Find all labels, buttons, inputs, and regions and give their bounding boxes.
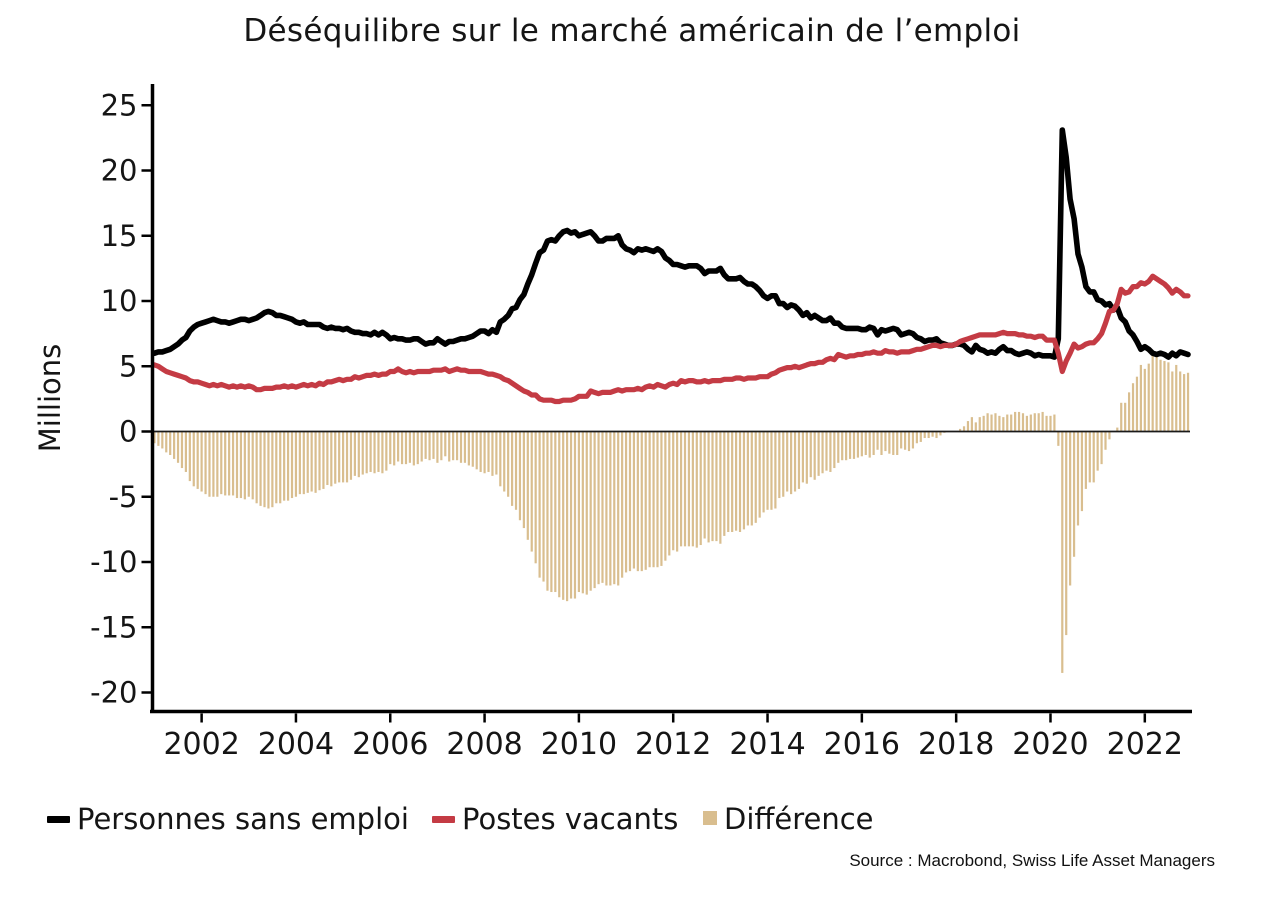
- y-axis-ticks: 25 20 15 10 5 0 -5 -10 -15 -20: [90, 88, 153, 710]
- chart-legend: Personnes sans emploi Postes vacants Dif…: [0, 802, 1264, 844]
- svg-text:2020: 2020: [1012, 727, 1088, 762]
- axes: [150, 84, 1192, 714]
- unemployed-persons-line: [151, 127, 1191, 360]
- svg-text:15: 15: [101, 219, 138, 253]
- svg-text:-20: -20: [90, 676, 137, 710]
- job-vacancies-line: [151, 273, 1191, 405]
- legend-item-personnes-sans-emploi: Personnes sans emploi: [47, 802, 409, 836]
- legend-label: Personnes sans emploi: [77, 802, 409, 836]
- svg-text:10: 10: [101, 284, 138, 318]
- svg-text:2006: 2006: [352, 727, 428, 762]
- legend-label: Différence: [724, 802, 874, 836]
- svg-text:20: 20: [101, 154, 138, 188]
- difference-bars-series: [153, 354, 1190, 673]
- svg-text:2010: 2010: [541, 727, 617, 762]
- svg-text:-5: -5: [109, 480, 138, 514]
- svg-text:-10: -10: [90, 545, 137, 579]
- x-axis-ticks: 2002 2004 2006 2008 2010 2012 2014 2016 2018 2020…: [163, 713, 1183, 762]
- svg-text:2012: 2012: [635, 727, 711, 762]
- legend-label: Postes vacants: [462, 802, 679, 836]
- chart-title: Déséquilibre sur le marché américain de …: [243, 13, 1021, 49]
- svg-text:2004: 2004: [258, 727, 334, 762]
- tan-square-swatch-icon: [703, 811, 717, 825]
- legend-item-postes-vacants: Postes vacants: [432, 802, 678, 836]
- svg-text:2014: 2014: [729, 727, 805, 762]
- chart-plot-area: 25 20 15 10 5 0 -5 -10 -15 -20 2002 2004 2006 2008 201…: [33, 84, 1192, 762]
- legend-item-difference: Différence: [703, 802, 874, 836]
- svg-text:5: 5: [119, 349, 137, 383]
- red-line-swatch-icon: [432, 815, 455, 823]
- svg-text:2016: 2016: [824, 727, 900, 762]
- svg-text:2002: 2002: [163, 727, 239, 762]
- svg-text:2018: 2018: [918, 727, 994, 762]
- svg-text:2022: 2022: [1107, 727, 1183, 762]
- black-line-swatch-icon: [47, 815, 70, 823]
- svg-text:-15: -15: [90, 610, 137, 644]
- source-credit: Source : Macrobond, Swiss Life Asset Man…: [849, 851, 1215, 870]
- svg-text:0: 0: [119, 415, 137, 449]
- svg-text:25: 25: [101, 88, 138, 122]
- svg-text:2008: 2008: [446, 727, 522, 762]
- y-axis-title: Millions: [33, 344, 67, 452]
